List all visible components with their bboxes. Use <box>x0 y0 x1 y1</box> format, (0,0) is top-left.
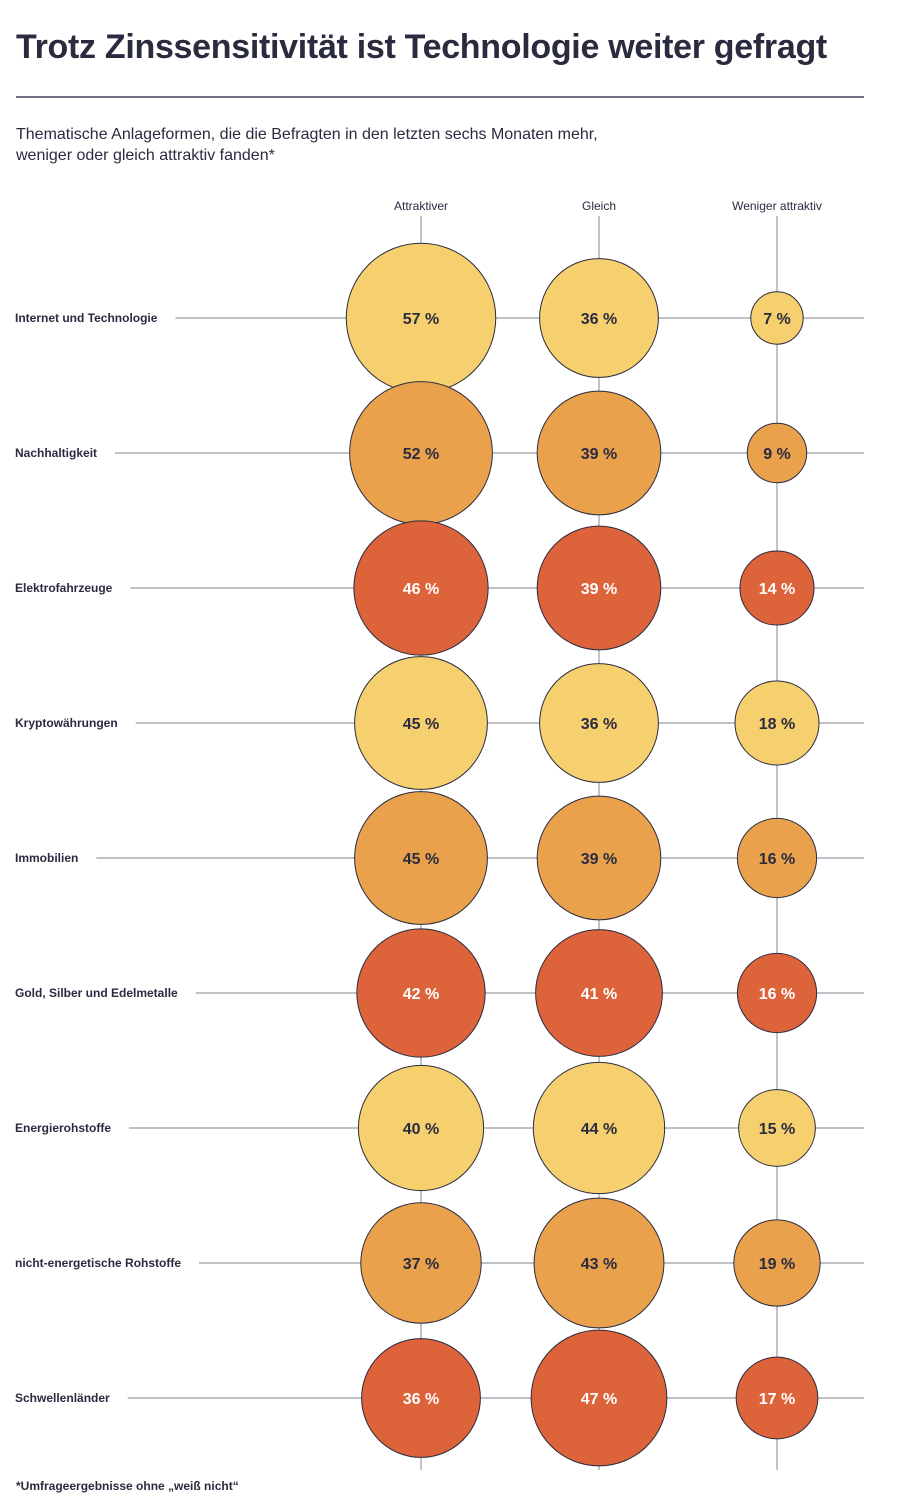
bubble-4-2 <box>736 817 818 899</box>
chart-subtitle: Thematische Anlageformen, die die Befrag… <box>16 124 736 166</box>
value-label-2-0: 46 % <box>403 581 439 598</box>
row-label-3: Kryptowährungen <box>15 716 118 730</box>
value-label-5-1: 41 % <box>581 986 617 1003</box>
value-label-5-0: 42 % <box>403 986 439 1003</box>
value-label-2-2: 14 % <box>759 581 795 598</box>
footnote: *Umfrageergebnisse ohne „weiß nicht“ <box>16 1479 239 1493</box>
chart-title: Trotz Zinssensitivität ist Technologie w… <box>16 28 827 66</box>
value-label-7-1: 43 % <box>581 1256 617 1273</box>
bubble-5-2 <box>736 952 818 1034</box>
bubble-6-2 <box>738 1089 816 1167</box>
value-label-1-1: 39 % <box>581 446 617 463</box>
value-label-7-2: 19 % <box>759 1256 795 1273</box>
subtitle-line-1: Thematische Anlageformen, die die Befrag… <box>16 126 598 143</box>
title-divider <box>16 96 864 98</box>
value-label-5-2: 16 % <box>759 986 795 1003</box>
bubble-8-2 <box>735 1356 819 1440</box>
row-label-0: Internet und Technologie <box>15 311 158 325</box>
bubble-0-1 <box>539 258 659 378</box>
bubble-3-1 <box>539 663 659 783</box>
bubble-2-2 <box>739 550 815 626</box>
bubble-7-1 <box>533 1197 665 1329</box>
bubble-4-1 <box>536 795 662 921</box>
bubble-1-2 <box>746 422 808 484</box>
row-label-2: Elektrofahrzeuge <box>15 581 113 595</box>
bubble-2-0 <box>353 520 489 656</box>
row-label-4: Immobilien <box>15 851 78 865</box>
value-label-4-0: 45 % <box>403 851 439 868</box>
row-label-8: Schwellenländer <box>15 1391 110 1405</box>
bubble-8-1 <box>530 1329 668 1467</box>
row-label-7: nicht-energetische Rohstoffe <box>15 1256 181 1270</box>
value-label-6-1: 44 % <box>581 1121 617 1138</box>
row-label-6: Energierohstoffe <box>15 1121 111 1135</box>
value-label-8-2: 17 % <box>759 1391 795 1408</box>
bubble-1-1 <box>536 390 662 516</box>
value-label-0-0: 57 % <box>403 311 439 328</box>
column-label-0: Attraktiver <box>394 199 448 213</box>
row-label-1: Nachhaltigkeit <box>15 446 97 460</box>
bubble-6-0 <box>357 1064 485 1192</box>
bubble-5-0 <box>356 928 486 1058</box>
value-label-3-2: 18 % <box>759 716 795 733</box>
bubble-7-0 <box>360 1202 482 1324</box>
bubble-5-1 <box>535 929 663 1057</box>
value-label-0-2: 7 % <box>763 311 791 328</box>
value-label-7-0: 37 % <box>403 1256 439 1273</box>
bubble-3-0 <box>354 656 488 790</box>
value-label-3-1: 36 % <box>581 716 617 733</box>
bubble-2-1 <box>536 525 662 651</box>
bubble-7-2 <box>733 1219 821 1307</box>
bubble-0-2 <box>750 291 804 345</box>
value-label-1-2: 9 % <box>763 446 791 463</box>
subtitle-line-2: weniger oder gleich attraktiv fanden* <box>16 147 275 164</box>
value-label-0-1: 36 % <box>581 311 617 328</box>
bubble-8-0 <box>361 1338 481 1458</box>
row-label-5: Gold, Silber und Edelmetalle <box>15 986 178 1000</box>
value-label-4-1: 39 % <box>581 851 617 868</box>
value-label-6-2: 15 % <box>759 1121 795 1138</box>
value-label-6-0: 40 % <box>403 1121 439 1138</box>
value-label-1-0: 52 % <box>403 446 439 463</box>
bubble-4-0 <box>354 791 488 925</box>
value-label-4-2: 16 % <box>759 851 795 868</box>
value-label-8-0: 36 % <box>403 1391 439 1408</box>
bubble-6-1 <box>532 1061 666 1195</box>
bubble-3-2 <box>734 680 820 766</box>
value-label-8-1: 47 % <box>581 1391 617 1408</box>
value-label-3-0: 45 % <box>403 716 439 733</box>
value-label-2-1: 39 % <box>581 581 617 598</box>
column-label-2: Weniger attraktiv <box>732 199 822 213</box>
column-label-1: Gleich <box>582 199 616 213</box>
